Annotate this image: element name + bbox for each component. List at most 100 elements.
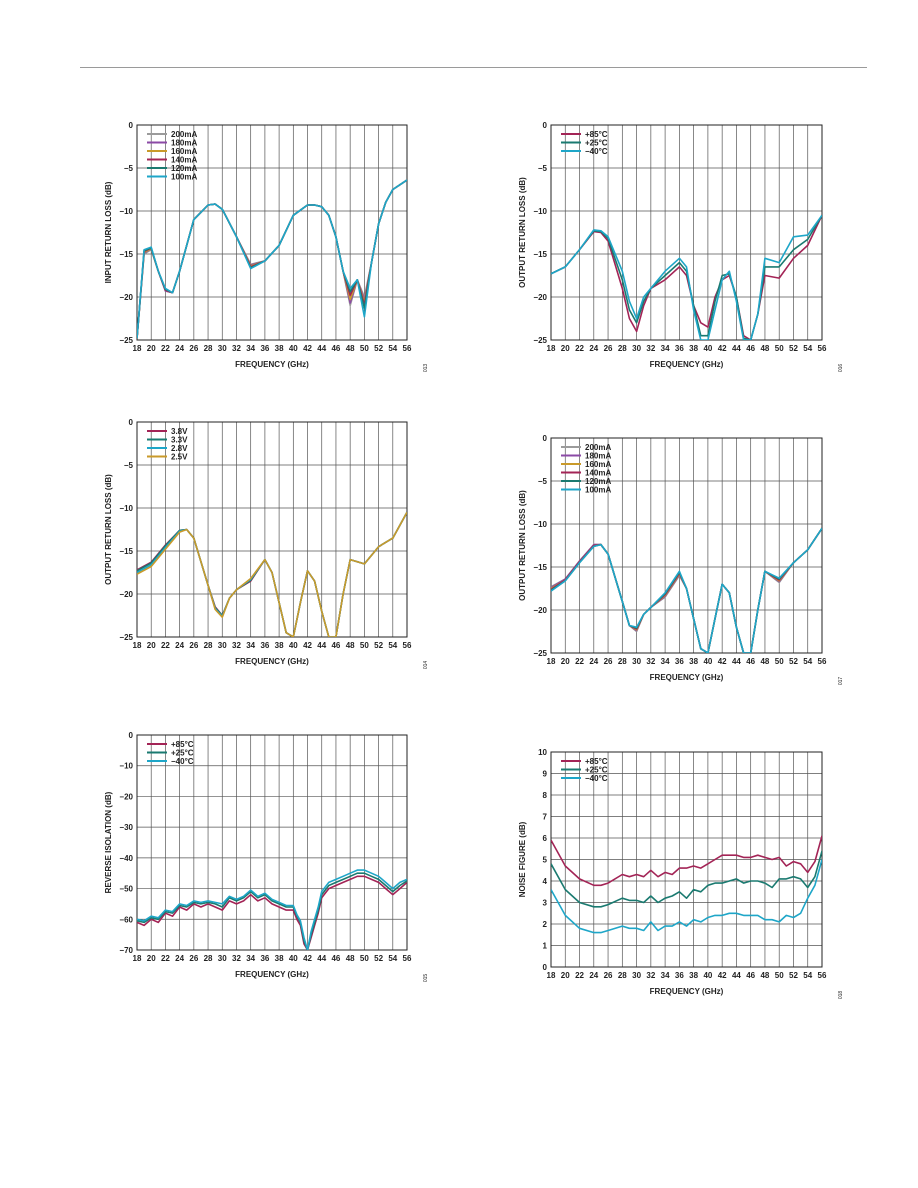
x-tick-label: 36 — [675, 971, 684, 980]
legend-label: +85°C — [585, 130, 608, 139]
series-line — [137, 872, 407, 950]
x-tick-label: 32 — [646, 344, 655, 353]
x-tick-label: 52 — [789, 971, 798, 980]
x-tick-label: 26 — [189, 344, 198, 353]
series-line — [137, 869, 407, 950]
x-tick-label: 54 — [803, 344, 812, 353]
legend-label: 140mA — [585, 469, 611, 478]
series-line — [551, 214, 822, 340]
y-tick-label: −20 — [119, 792, 133, 801]
x-tick-label: 20 — [561, 657, 570, 666]
x-tick-label: 40 — [703, 971, 712, 980]
x-tick-label: 32 — [232, 954, 241, 963]
y-tick-label: −15 — [533, 250, 547, 259]
legend-label: −40°C — [585, 774, 608, 783]
y-tick-label: −10 — [119, 504, 133, 513]
x-tick-label: 26 — [189, 641, 198, 650]
x-tick-label: 18 — [133, 344, 142, 353]
y-axis-label: OUTPUT RETURN LOSS (dB) — [104, 474, 113, 585]
x-tick-label: 18 — [547, 971, 556, 980]
legend-label: 100mA — [171, 173, 197, 182]
x-tick-label: 44 — [732, 971, 741, 980]
y-tick-label: 4 — [543, 877, 548, 886]
y-tick-label: −15 — [119, 250, 133, 259]
x-tick-label: 56 — [818, 657, 827, 666]
x-tick-label: 18 — [547, 657, 556, 666]
series-line — [551, 527, 822, 653]
x-tick-label: 28 — [618, 657, 627, 666]
y-tick-label: 7 — [543, 813, 548, 822]
x-tick-label: 38 — [689, 971, 698, 980]
y-tick-label: 0 — [129, 731, 134, 740]
x-tick-label: 48 — [346, 954, 355, 963]
y-tick-label: 0 — [129, 418, 134, 427]
x-tick-label: 24 — [589, 657, 598, 666]
y-tick-label: 10 — [538, 748, 547, 757]
x-tick-label: 50 — [360, 344, 369, 353]
legend-label: +25°C — [585, 139, 608, 148]
y-tick-label: 0 — [543, 434, 548, 443]
legend-label: 200mA — [585, 443, 611, 452]
x-tick-label: 48 — [760, 344, 769, 353]
series-group — [551, 214, 822, 340]
x-tick-label: 50 — [775, 657, 784, 666]
chart-reverse-isolation: 18 20 22 24 26 28 30 32 34 36 38 40 42 44 46 48 50 52 54 56… — [104, 731, 429, 982]
figure-code: 017 — [838, 677, 844, 686]
x-tick-label: 34 — [246, 954, 255, 963]
legend-label: 2.8V — [171, 444, 188, 453]
x-tick-label: 18 — [547, 344, 556, 353]
plot-frame — [136, 734, 408, 951]
x-tick-label: 20 — [561, 971, 570, 980]
x-tick-label: 42 — [303, 344, 312, 353]
x-tick-label: 56 — [403, 954, 412, 963]
x-tick-label: 54 — [388, 641, 397, 650]
y-tick-label: 2 — [543, 920, 548, 929]
x-tick-label: 34 — [661, 657, 670, 666]
legend-label: 180mA — [585, 452, 611, 461]
x-tick-label: 46 — [746, 657, 755, 666]
x-tick-label: 22 — [575, 657, 584, 666]
x-tick-label: 38 — [275, 641, 284, 650]
x-tick-label: 36 — [260, 641, 269, 650]
x-tick-label: 38 — [689, 657, 698, 666]
y-tick-label: −25 — [119, 336, 133, 345]
figure-code: 016 — [838, 364, 844, 373]
series-group — [137, 511, 407, 637]
x-tick-label: 26 — [604, 657, 613, 666]
x-tick-label: 48 — [346, 641, 355, 650]
y-tick-label: 1 — [543, 942, 548, 951]
y-axis-label: INPUT RETURN LOSS (dB) — [104, 181, 113, 283]
x-tick-label: 30 — [218, 344, 227, 353]
legend-label: +25°C — [171, 749, 194, 758]
plot-frame — [136, 421, 408, 638]
y-tick-label: −5 — [538, 477, 548, 486]
x-tick-label: 36 — [260, 954, 269, 963]
series-group — [551, 835, 822, 934]
y-axis-label: REVERSE ISOLATION (dB) — [104, 791, 113, 893]
header-rule — [80, 67, 867, 68]
legend-label: +25°C — [585, 766, 608, 775]
x-tick-label: 54 — [388, 954, 397, 963]
series-group — [551, 527, 822, 653]
x-tick-label: 40 — [289, 954, 298, 963]
y-tick-label: −5 — [124, 461, 134, 470]
y-tick-label: −60 — [119, 915, 133, 924]
x-tick-label: 42 — [718, 657, 727, 666]
legend-label: +85°C — [171, 740, 194, 749]
x-tick-label: 36 — [675, 657, 684, 666]
x-tick-label: 26 — [189, 954, 198, 963]
x-tick-label: 48 — [346, 344, 355, 353]
chart-noise-figure: 18 20 22 24 26 28 30 32 34 36 38 40 42 44 46 48 50 52 54 56… — [518, 748, 844, 999]
legend-label: 140mA — [171, 156, 197, 165]
x-tick-label: 40 — [703, 344, 712, 353]
x-tick-label: 50 — [360, 641, 369, 650]
x-tick-label: 20 — [147, 344, 156, 353]
y-tick-label: −30 — [119, 823, 133, 832]
x-tick-label: 30 — [632, 657, 641, 666]
legend-label: −40°C — [171, 757, 194, 766]
legend-label: 120mA — [585, 477, 611, 486]
x-tick-label: 44 — [732, 344, 741, 353]
x-tick-label: 22 — [575, 971, 584, 980]
x-tick-label: 38 — [275, 954, 284, 963]
